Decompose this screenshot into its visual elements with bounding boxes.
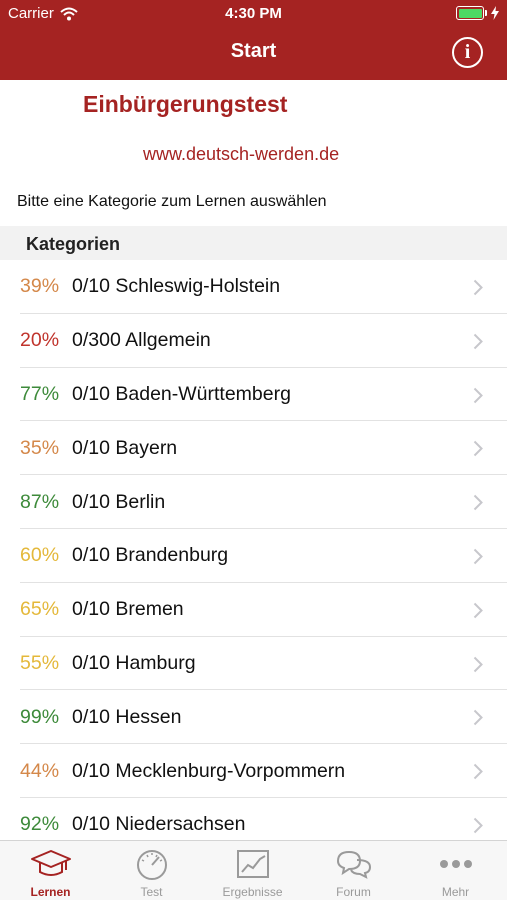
category-row[interactable]: 87% 0/10 Berlin <box>0 475 507 529</box>
category-label: 0/10 Hamburg <box>72 651 196 674</box>
wifi-icon <box>60 7 78 20</box>
carrier-label: Carrier <box>8 5 54 22</box>
chevron-right-icon <box>473 279 483 296</box>
speedometer-icon <box>136 850 167 880</box>
more-dots-icon <box>439 860 472 868</box>
category-row[interactable]: 55% 0/10 Hamburg <box>0 637 507 691</box>
chevron-right-icon <box>473 817 483 834</box>
category-row[interactable]: 44% 0/10 Mecklenburg-Vorpommern <box>0 744 507 798</box>
tab-mehr[interactable]: Mehr <box>405 841 506 901</box>
chevron-right-icon <box>473 333 483 350</box>
status-bar: Carrier 4:30 PM <box>0 0 507 28</box>
status-time: 4:30 PM <box>225 5 282 22</box>
tab-test[interactable]: Test <box>101 841 202 901</box>
category-label: 0/300 Allgemein <box>72 329 211 352</box>
tab-forum[interactable]: Forum <box>303 841 404 901</box>
category-label: 0/10 Berlin <box>72 490 166 513</box>
category-percent: 99% <box>20 705 60 728</box>
category-percent: 39% <box>20 275 60 298</box>
category-percent: 44% <box>20 759 60 782</box>
category-row[interactable]: 77% 0/10 Baden-Württemberg <box>0 368 507 422</box>
category-list: 39% 0/10 Schleswig-Holstein 20% 0/300 Al… <box>0 260 507 852</box>
chevron-right-icon <box>473 710 483 726</box>
category-row[interactable]: 39% 0/10 Schleswig-Holstein <box>0 260 507 314</box>
navigation-header: Carrier 4:30 PM Start i <box>0 0 507 80</box>
category-label: 0/10 Bremen <box>72 598 184 621</box>
tab-ergebnisse[interactable]: Ergebnisse <box>202 841 303 901</box>
chevron-right-icon <box>473 656 483 672</box>
category-label: 0/10 Hessen <box>72 705 182 728</box>
category-label: 0/10 Schleswig-Holstein <box>72 275 281 298</box>
category-percent: 55% <box>20 651 60 674</box>
tab-lernen[interactable]: Lernen <box>0 841 101 901</box>
category-percent: 77% <box>20 382 60 405</box>
carrier-indicator: Carrier <box>8 5 78 22</box>
category-percent: 20% <box>20 329 60 352</box>
battery-icon <box>456 6 484 20</box>
category-label: 0/10 Bayern <box>72 436 178 459</box>
tab-label: Lernen <box>30 885 71 899</box>
category-row[interactable]: 99% 0/10 Hessen <box>0 690 507 744</box>
category-label: 0/10 Mecklenburg-Vorpommern <box>72 759 346 782</box>
category-percent: 92% <box>20 813 60 836</box>
tab-bar: Lernen Test Ergebnisse Forum <box>0 840 507 900</box>
chevron-right-icon <box>473 494 483 511</box>
category-label: 0/10 Niedersachsen <box>72 813 246 836</box>
section-header-kategorien: Kategorien <box>0 226 507 260</box>
category-row[interactable]: 35% 0/10 Bayern <box>0 421 507 475</box>
chevron-right-icon <box>473 441 483 457</box>
graduation-cap-icon <box>30 850 71 876</box>
chevron-right-icon <box>473 763 483 780</box>
category-row[interactable]: 65% 0/10 Bremen <box>0 583 507 637</box>
chevron-right-icon <box>473 602 483 618</box>
category-percent: 87% <box>20 490 60 513</box>
website-link[interactable]: www.deutsch-werden.de <box>143 144 340 164</box>
chat-bubbles-icon <box>336 850 371 879</box>
app-title: Einbürgerungstest <box>83 91 288 117</box>
tab-label: Mehr <box>441 885 470 899</box>
chevron-right-icon <box>473 548 483 565</box>
info-button[interactable]: i <box>452 37 483 68</box>
category-percent: 65% <box>20 598 60 621</box>
battery-indicator <box>456 6 499 20</box>
category-percent: 60% <box>20 544 60 567</box>
category-label: 0/10 Brandenburg <box>72 544 229 567</box>
instruction-text: Bitte eine Kategorie zum Lernen auswähle… <box>17 193 327 210</box>
info-circle-icon: i <box>464 41 471 63</box>
category-percent: 35% <box>20 436 60 459</box>
category-label: 0/10 Baden-Württemberg <box>72 382 291 405</box>
category-row[interactable]: 60% 0/10 Brandenburg <box>0 529 507 583</box>
charging-bolt-icon <box>491 6 499 20</box>
tab-label: Test <box>140 885 163 899</box>
page-title: Start <box>230 40 277 62</box>
chart-icon <box>236 850 269 878</box>
category-row[interactable]: 20% 0/300 Allgemein <box>0 314 507 368</box>
chevron-right-icon <box>473 387 483 403</box>
tab-label: Ergebnisse <box>222 885 283 899</box>
tab-label: Forum <box>336 885 371 899</box>
